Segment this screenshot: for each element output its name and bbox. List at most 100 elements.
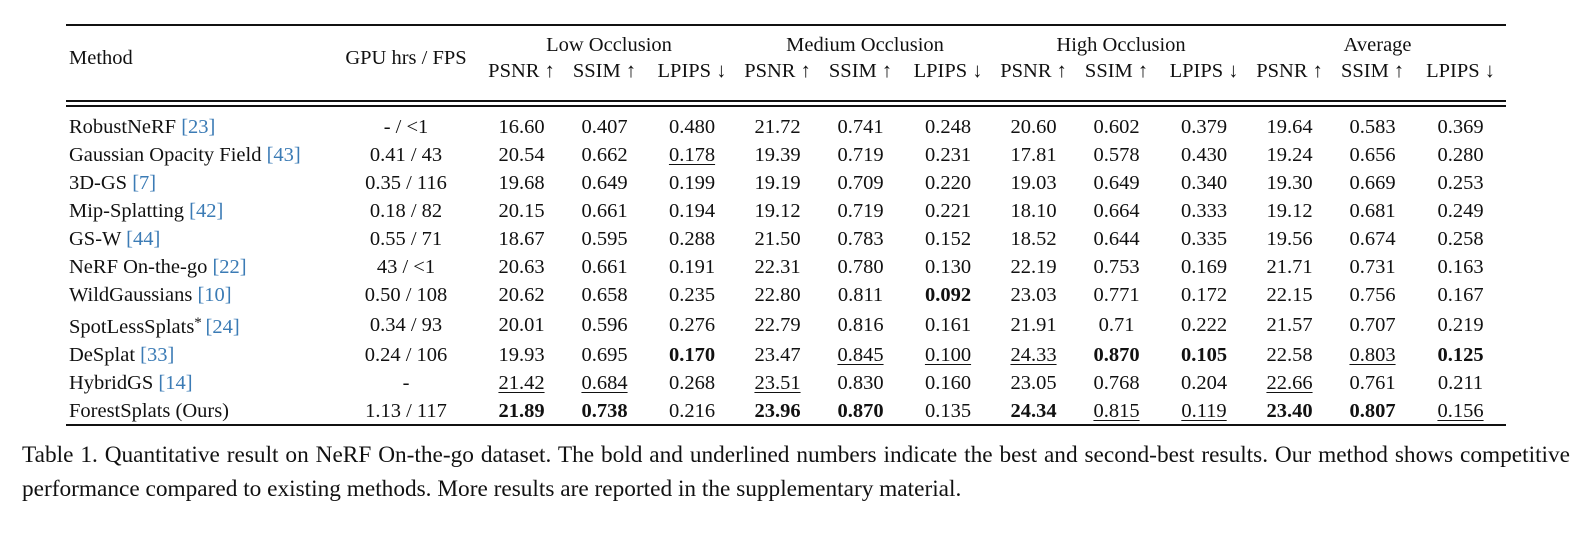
metric-value: 0.771 [1093,284,1140,306]
metric-value: 0.167 [1437,284,1484,306]
metric-cell: 23.03 [993,281,1074,309]
metric-value: 23.05 [1010,372,1057,394]
metric-cell: 0.340 [1159,169,1249,197]
metric-value: 23.47 [754,344,801,366]
metric-cell: 22.66 [1249,369,1330,397]
metric-value: 0.160 [924,372,972,394]
citation-link[interactable]: [22] [212,256,247,278]
metric-cell: 24.34 [993,397,1074,425]
metric-cell: 0.656 [1330,141,1415,169]
table-row: WildGaussians [10] 0.50 / 108 20.62 0.658 0.… [66,281,1506,309]
metric-value: 23.96 [754,400,801,422]
metric-cell: 0.753 [1074,253,1159,281]
method-cell: ForestSplats (Ours) [66,397,331,425]
metric-cell: 21.72 [737,113,818,141]
metric-value: 0.870 [837,400,884,422]
metric-cell: 19.12 [737,197,818,225]
metric-cell: 17.81 [993,141,1074,169]
metric-cell: 0.268 [647,369,737,397]
citation-link[interactable]: [43] [266,144,301,166]
metric-cell: 20.62 [481,281,562,309]
metric-value: 19.64 [1266,116,1313,138]
citation-link[interactable]: [14] [158,372,193,394]
table-row: 3D-GS [7] 0.35 / 116 19.68 0.649 0.199 19.19 0… [66,169,1506,197]
metric-value: 0.741 [837,116,884,138]
metric-value: 0.156 [1437,400,1484,422]
metric-cell: 0.379 [1159,113,1249,141]
citation-link[interactable]: [33] [140,344,175,366]
metric-cell: 0.830 [818,369,903,397]
metric-value: 0.268 [668,372,716,394]
metric-cell: 0.684 [562,369,647,397]
metric-cell: 0.163 [1415,253,1506,281]
metric-cell: 20.15 [481,197,562,225]
metric-value: 0.768 [1093,372,1140,394]
citation-link[interactable]: [44] [126,228,161,250]
citation-link[interactable]: [42] [189,200,224,222]
top-rule [66,24,1506,26]
metric-value: 0.333 [1180,200,1228,222]
metric-cell: 19.93 [481,341,562,369]
metric-value: 17.81 [1010,144,1057,166]
metric-cell: 0.661 [562,253,647,281]
metric-value: 19.12 [1266,200,1313,222]
metric-value: 0.719 [837,200,884,222]
table-row: HybridGS [14] - 21.42 0.684 0.268 23.51 0.830 0… [66,369,1506,397]
metric-value: 19.93 [498,344,545,366]
metric-value: 0.211 [1437,372,1484,394]
metric-cell: 0.194 [647,197,737,225]
metric-cell: 0.253 [1415,169,1506,197]
metric-value: 21.50 [754,228,801,250]
metric-cell: 0.661 [562,197,647,225]
metric-value: 0.258 [1437,228,1484,250]
mid-rule-1 [66,100,1506,102]
metric-cell: 0.231 [903,141,993,169]
metric-value: 18.10 [1010,200,1057,222]
citation-link[interactable]: [7] [132,172,157,194]
gpu-fps-cell: 0.18 / 82 [369,200,443,222]
metric-value: 0.194 [668,200,716,222]
metric-value: 0.684 [581,372,628,394]
metric-cell: 0.731 [1330,253,1415,281]
header-method: Method [69,47,133,69]
metric-cell: 23.05 [993,369,1074,397]
metric-cell: 0.407 [562,113,647,141]
citation-link[interactable]: [10] [197,284,232,306]
metric-value: 0.276 [668,314,716,336]
metric-value: 0.105 [1180,344,1228,366]
metric-value: 0.644 [1093,228,1140,250]
method-cell: SpotLessSplats* [24] [66,309,331,341]
metric-cell: 0.249 [1415,197,1506,225]
metric-cell: 0.221 [903,197,993,225]
method-name: DeSplat [69,344,141,366]
table-row: DeSplat [33] 0.24 / 106 19.93 0.695 0.170 23.… [66,341,1506,369]
metric-cell: 19.24 [1249,141,1330,169]
metric-cell: 0.248 [903,113,993,141]
metric-cell: 22.80 [737,281,818,309]
metric-cell: 0.092 [903,281,993,309]
metric-cell: 24.33 [993,341,1074,369]
metric-cell: 0.845 [818,341,903,369]
metric-value: 22.66 [1266,372,1313,394]
citation-link[interactable]: [24] [205,316,240,338]
metric-cell: 0.71 [1074,309,1159,341]
metric-value: 0.335 [1180,228,1228,250]
citation-link[interactable]: [23] [181,116,216,138]
metric-cell: 0.199 [647,169,737,197]
metric-cell: 19.64 [1249,113,1330,141]
metric-value: 19.12 [754,200,801,222]
metric-value: 18.67 [498,228,545,250]
metric-cell: 0.803 [1330,341,1415,369]
metric-cell: 0.719 [818,141,903,169]
header-metric: SSIM ↑ [828,60,893,82]
metric-cell: 0.258 [1415,225,1506,253]
method-name: HybridGS [69,372,159,394]
metric-cell: 0.741 [818,113,903,141]
metric-cell: 19.39 [737,141,818,169]
header-metric: PSNR ↑ [1256,60,1323,82]
metric-cell: 21.91 [993,309,1074,341]
metric-cell: 19.68 [481,169,562,197]
header-metric: PSNR ↑ [744,60,811,82]
metric-value: 0.596 [581,314,628,336]
metric-cell: 0.219 [1415,309,1506,341]
